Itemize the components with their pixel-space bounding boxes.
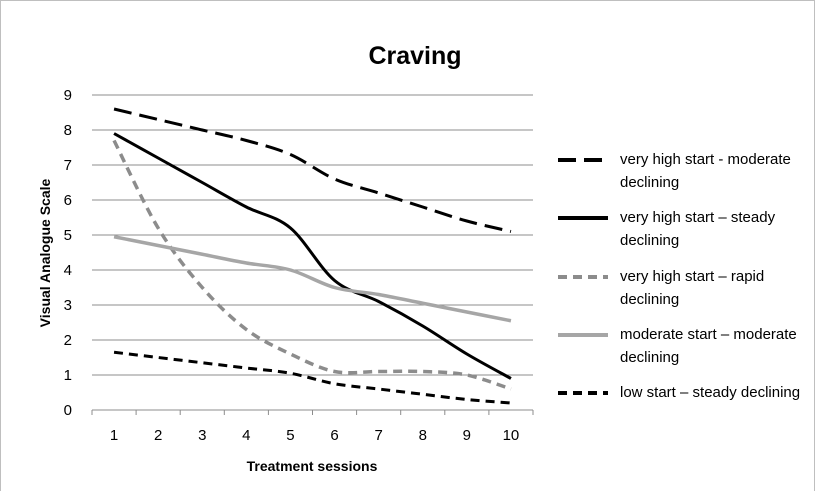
series-line [113, 107, 512, 233]
x-tick-label: 7 [374, 427, 382, 444]
y-tick-label: 9 [64, 87, 72, 104]
x-tick-label: 5 [286, 427, 294, 444]
y-tick-label: 8 [64, 122, 72, 139]
x-tick-label: 3 [198, 427, 206, 444]
x-tick-label: 9 [463, 427, 471, 444]
y-tick-label: 6 [64, 192, 72, 209]
legend-label: very high start – rapid declining [620, 268, 765, 308]
y-tick-label: 7 [64, 157, 72, 174]
legend-label: moderate start – moderate declining [620, 326, 797, 366]
y-tick-label: 4 [64, 262, 72, 279]
series-line [113, 132, 512, 380]
y-axis-label: Visual Analogue Scale [37, 178, 53, 327]
legend-label: very high start - moderate declining [620, 151, 791, 191]
x-axis-label: Treatment sessions [247, 458, 378, 474]
y-tick-label: 3 [64, 297, 72, 314]
x-tick-label: 4 [242, 427, 250, 444]
y-tick-label: 5 [64, 227, 72, 244]
chart-title: Craving [368, 42, 461, 70]
x-tick-label: 6 [330, 427, 338, 444]
x-tick-label: 8 [419, 427, 427, 444]
legend-label: low start – steady declining [620, 384, 801, 401]
y-tick-label: 1 [64, 367, 72, 384]
y-tick-label: 2 [64, 332, 72, 349]
x-tick-label: 1 [110, 427, 118, 444]
legend-label: very high start – steady declining [620, 209, 776, 249]
y-tick-label: 0 [64, 402, 72, 419]
series-line [113, 235, 512, 323]
x-tick-label: 2 [154, 427, 162, 444]
x-tick-label: 10 [503, 427, 520, 444]
series-line [113, 350, 512, 405]
